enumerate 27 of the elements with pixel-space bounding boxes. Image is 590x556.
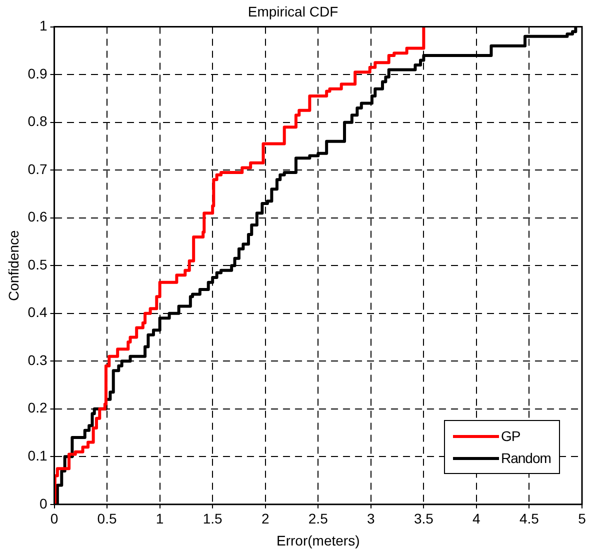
y-tick-label: 0.7 — [28, 160, 48, 177]
y-tick-label: 0 — [39, 495, 48, 512]
y-tick-label: 1 — [39, 18, 48, 34]
y-tick-label: 0.5 — [28, 256, 48, 272]
y-tick-label: 0.2 — [28, 400, 48, 416]
x-tick-label: 2 — [261, 510, 270, 527]
y-tick-label: 0.4 — [28, 304, 48, 320]
x-tick-label: 3 — [367, 510, 376, 527]
y-tick-label: 0.9 — [28, 65, 48, 82]
x-tick-label: 0 — [50, 510, 58, 527]
y-tick-label: 0.6 — [28, 208, 48, 225]
x-tick-label: 5 — [578, 510, 586, 527]
y-axis-title: Confidence — [5, 230, 22, 302]
x-tick-label: 4.5 — [519, 510, 540, 527]
legend-label: GP — [501, 428, 520, 444]
x-tick-label: 3.5 — [414, 510, 434, 527]
x-tick-label: 0.5 — [97, 510, 117, 527]
x-tick-label: 2.5 — [308, 510, 328, 527]
legend-label: Random — [501, 450, 551, 466]
x-tick-label: 1.5 — [202, 510, 223, 527]
x-tick-label: 1 — [156, 510, 164, 527]
y-tick-label: 0.3 — [28, 352, 48, 368]
y-tick-label: 0.1 — [28, 448, 48, 464]
x-axis-title: Error(meters) — [276, 532, 360, 548]
chart-title: Empirical CDF — [248, 3, 338, 20]
y-tick-label: 0.8 — [28, 113, 48, 130]
x-tick-label: 4 — [472, 510, 481, 527]
